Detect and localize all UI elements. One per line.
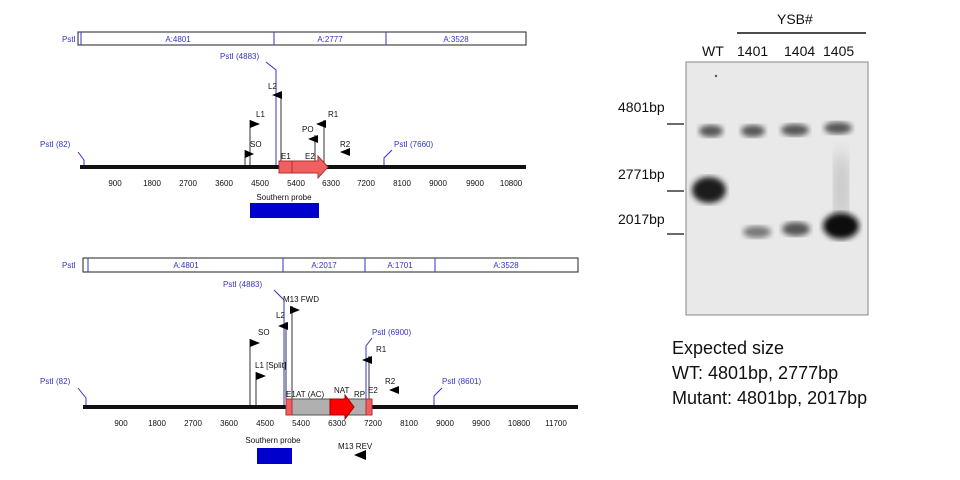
map2-site-6900: PstI (6900) (372, 328, 411, 337)
map2-tick: 10800 (508, 419, 531, 428)
map1-tick: 10800 (500, 179, 523, 188)
map2-tick: 3600 (220, 419, 238, 428)
map2-primer-r2: R2 (385, 377, 396, 386)
map1-tick: 9000 (429, 179, 447, 188)
map1-enzyme-label: PstI (62, 35, 76, 44)
map2-fragment-4: A:3528 (493, 261, 519, 270)
map2-fragment-2: A:2017 (311, 261, 337, 270)
map1-probe-label: Southern probe (256, 193, 312, 202)
map2-site-4883: PstI (4883) (223, 280, 262, 289)
marker-2771: 2771bp (618, 166, 665, 182)
gel-lane-wt: WT (702, 43, 724, 59)
map2-nat-label: NAT (334, 386, 350, 395)
map2-tick: 7200 (364, 419, 382, 428)
map1-tick: 9900 (466, 179, 484, 188)
expected-wt: WT: 4801bp, 2777bp (672, 363, 839, 383)
map2-at-label: AT (AC) (296, 390, 324, 399)
map1-tick: 8100 (393, 179, 411, 188)
map1-fragment-2: A:2777 (317, 35, 343, 44)
map2-probe-label: Southern probe (245, 436, 301, 445)
map1-primer-po: PO (302, 125, 314, 134)
map1-southern-probe: Southern probe (250, 193, 319, 218)
map2-tick: 900 (114, 419, 128, 428)
map2-tick: 1800 (148, 419, 166, 428)
map2-pst-sites: PstI (82) PstI (4883) PstI (6900) PstI (… (40, 280, 481, 406)
map1-wildtype-locus: PstI A:4801 A:2777 A:3528 PstI (82) PstI… (40, 31, 527, 218)
gel-size-markers: 4801bp 2771bp 2017bp (618, 99, 684, 235)
map2-scale: 900 1800 2700 3600 4500 5400 6300 7200 8… (114, 419, 567, 428)
map2-mutant-locus: PstI A:4801 A:2017 A:1701 A:3528 PstI (8… (40, 257, 579, 464)
map1-tick: 1800 (143, 179, 161, 188)
map2-tick: 4500 (256, 419, 274, 428)
map2-primer-l1-split: L1 [Split] (255, 361, 286, 370)
map1-gene: E1 E2 (278, 152, 329, 180)
map2-site-82: PstI (82) (40, 377, 71, 386)
map1-tick: 900 (108, 179, 122, 188)
map2-primer-m13-rev: M13 REV (338, 442, 373, 451)
map1-primer-l1: L1 (256, 110, 265, 119)
map2-cassette: E1 AT (AC) NAT RP E2 (285, 386, 378, 421)
gel-group-label: YSB# (777, 11, 813, 27)
map2-enzyme-label: PstI (62, 261, 76, 270)
map1-primers: L2 L1 R1 PO SO R2 (244, 82, 351, 166)
map1-site-7660: PstI (7660) (394, 140, 433, 149)
map2-site-8601: PstI (8601) (442, 377, 481, 386)
map2-southern-probe: Southern probe (245, 436, 301, 464)
map2-primer-so: SO (258, 328, 270, 337)
map1-tick: 6300 (322, 179, 340, 188)
map2-tick: 2700 (184, 419, 202, 428)
map2-tick: 5400 (292, 419, 310, 428)
map1-primer-l2: L2 (268, 82, 277, 91)
map2-tick: 9900 (472, 419, 490, 428)
map1-exon-e1: E1 (281, 152, 291, 161)
expected-mutant: Mutant: 4801bp, 2017bp (672, 388, 868, 408)
map1-tick: 4500 (251, 179, 269, 188)
map1-scale: 900 1800 2700 3600 4500 5400 6300 7200 8… (108, 179, 522, 188)
expected-size-note: Expected size WT: 4801bp, 2777bp Mutant:… (672, 336, 867, 411)
map1-primer-r2: R2 (340, 140, 351, 149)
map2-exon-e1: E1 (286, 390, 296, 399)
map1-pst-sites: PstI (82) PstI (4883) PstI (7660) (40, 52, 433, 166)
map2-exon-e2: E2 (368, 386, 378, 395)
gel-lane-1404: 1404 (784, 43, 815, 59)
map2-tick: 6300 (328, 419, 346, 428)
map1-tick: 2700 (179, 179, 197, 188)
map2-primer-m13-fwd: M13 FWD (283, 295, 319, 304)
map1-tick: 7200 (357, 179, 375, 188)
gel-lane-1405: 1405 (823, 43, 854, 59)
map1-primer-r1: R1 (328, 110, 339, 119)
map1-fragment-1: A:4801 (165, 35, 191, 44)
map2-primer-l2: L2 (276, 311, 285, 320)
map2-primers: M13 FWD L2 SO L1 [Split] R1 R2 M13 REV (249, 295, 399, 460)
marker-4801: 4801bp (618, 99, 665, 115)
map2-tick: 9000 (436, 419, 454, 428)
map1-exon-e2: E2 (305, 152, 315, 161)
map2-fragment-bar: PstI A:4801 A:2017 A:1701 A:3528 (62, 257, 579, 273)
map2-rp-label: RP (354, 390, 365, 399)
map2-fragment-1: A:4801 (173, 261, 199, 270)
map2-tick: 11700 (545, 419, 567, 428)
map2-fragment-3: A:1701 (387, 261, 413, 270)
map2-tick: 8100 (400, 419, 418, 428)
southern-blot: YSB# WT 1401 1404 1405 4801bp 2771bp (618, 11, 869, 316)
map1-fragment-3: A:3528 (443, 35, 469, 44)
marker-2017: 2017bp (618, 211, 665, 227)
map1-site-82: PstI (82) (40, 140, 71, 149)
map1-fragment-bar: PstI A:4801 A:2777 A:3528 (62, 31, 527, 46)
map1-tick: 5400 (287, 179, 305, 188)
gel-lane-1401: 1401 (737, 43, 768, 59)
map2-primer-r1: R1 (376, 345, 387, 354)
map1-site-4883: PstI (4883) (220, 52, 259, 61)
map1-primer-so: SO (250, 140, 262, 149)
map1-tick: 3600 (215, 179, 233, 188)
gel-image (685, 61, 869, 316)
expected-title: Expected size (672, 338, 785, 358)
